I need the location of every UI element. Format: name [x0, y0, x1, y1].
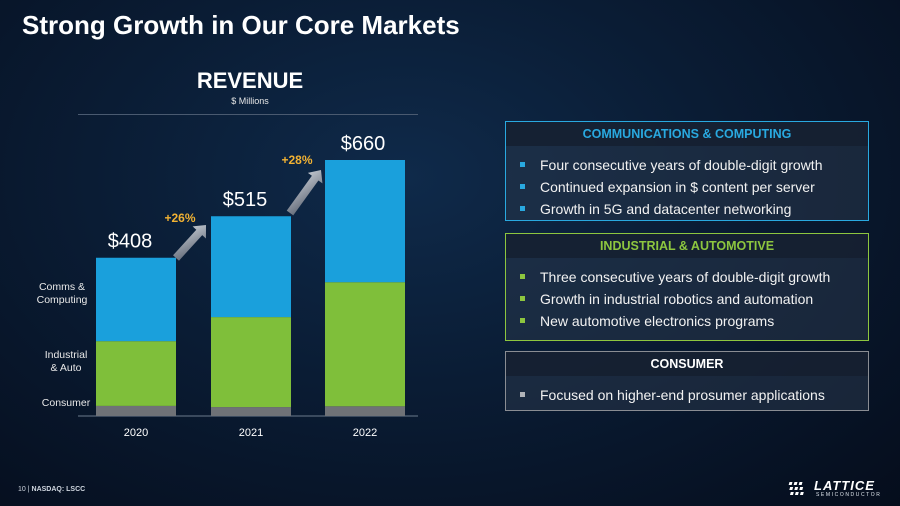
growth-arrow: [286, 170, 323, 216]
page-number: 10: [18, 486, 26, 493]
panel-comms-computing-title: COMMUNICATIONS & COMPUTING: [506, 122, 868, 146]
chart-title-divider: [78, 114, 418, 115]
bar-2022-comms-computing: [325, 160, 405, 283]
list-item: Three consecutive years of double-digit …: [520, 266, 868, 288]
panel-industrial-auto-title: INDUSTRIAL & AUTOMOTIVE: [506, 234, 868, 258]
bar-2021-consumer: [211, 407, 291, 416]
panel-consumer-list: Focused on higher-end prosumer applicati…: [506, 376, 868, 406]
list-item: Continued expansion in $ content per ser…: [520, 176, 868, 198]
growth-arrow: [173, 225, 206, 261]
list-item: Four consecutive years of double-digit g…: [520, 154, 868, 176]
legend-label: Comms & Computing: [37, 281, 88, 306]
bar-total-label: $408: [108, 231, 153, 253]
bar-2022-consumer: [325, 406, 405, 416]
lattice-logo: LATTICE SEMICONDUCTOR: [788, 478, 884, 500]
bar-total-label: $660: [341, 133, 386, 155]
panel-comms-computing-list: Four consecutive years of double-digit g…: [506, 146, 868, 220]
legend-label-line: Comms &: [39, 281, 85, 293]
growth-arrow-shape: [286, 170, 323, 216]
bar-2021-comms-computing: [211, 216, 291, 318]
legend-label: Consumer: [42, 397, 91, 409]
list-item: Focused on higher-end prosumer applicati…: [520, 384, 868, 406]
bar-2021-industrial-auto: [211, 317, 291, 408]
x-tick-label: 2021: [239, 427, 263, 439]
panel-consumer: CONSUMER Focused on higher-end prosumer …: [505, 351, 869, 411]
growth-arrow-shape: [173, 225, 206, 261]
panel-industrial-auto: INDUSTRIAL & AUTOMOTIVE Three consecutiv…: [505, 233, 869, 341]
list-item: Growth in industrial robotics and automa…: [520, 288, 868, 310]
lattice-logo-icon: [788, 482, 804, 495]
panel-industrial-auto-list: Three consecutive years of double-digit …: [506, 258, 868, 332]
footer-ticker: NASDAQ: LSCC: [31, 486, 86, 493]
legend-label-line: Consumer: [42, 397, 91, 409]
growth-label: +26%: [164, 211, 195, 225]
footer-separator: |: [27, 486, 30, 493]
bar-2022-industrial-auto: [325, 282, 405, 407]
page-title: Strong Growth in Our Core Markets: [22, 10, 460, 40]
bar-2020-industrial-auto: [96, 341, 176, 406]
panel-consumer-title: CONSUMER: [506, 352, 868, 376]
panel-comms-computing: COMMUNICATIONS & COMPUTING Four consecut…: [505, 121, 869, 221]
bar-2020-consumer: [96, 405, 176, 416]
bar-2020-comms-computing: [96, 257, 176, 342]
chart-title: REVENUE: [196, 68, 304, 93]
legend-label-line: Industrial: [45, 349, 88, 361]
logo-subtitle: SEMICONDUCTOR: [816, 492, 882, 498]
chart-subtitle: $ Millions: [231, 96, 269, 106]
legend-label-line: Computing: [37, 294, 88, 306]
logo-wordmark: LATTICE: [814, 478, 875, 493]
x-tick-label: 2022: [353, 427, 377, 439]
list-item: New automotive electronics programs: [520, 310, 868, 332]
growth-label: +28%: [281, 153, 312, 167]
bar-total-label: $515: [223, 189, 268, 211]
legend-label: Industrial & Auto: [45, 349, 88, 374]
legend-label-line: & Auto: [51, 362, 82, 374]
footer: 10 | NASDAQ: LSCC: [18, 486, 85, 493]
list-item: Growth in 5G and datacenter networking: [520, 198, 868, 220]
x-tick-label: 2020: [124, 427, 148, 439]
